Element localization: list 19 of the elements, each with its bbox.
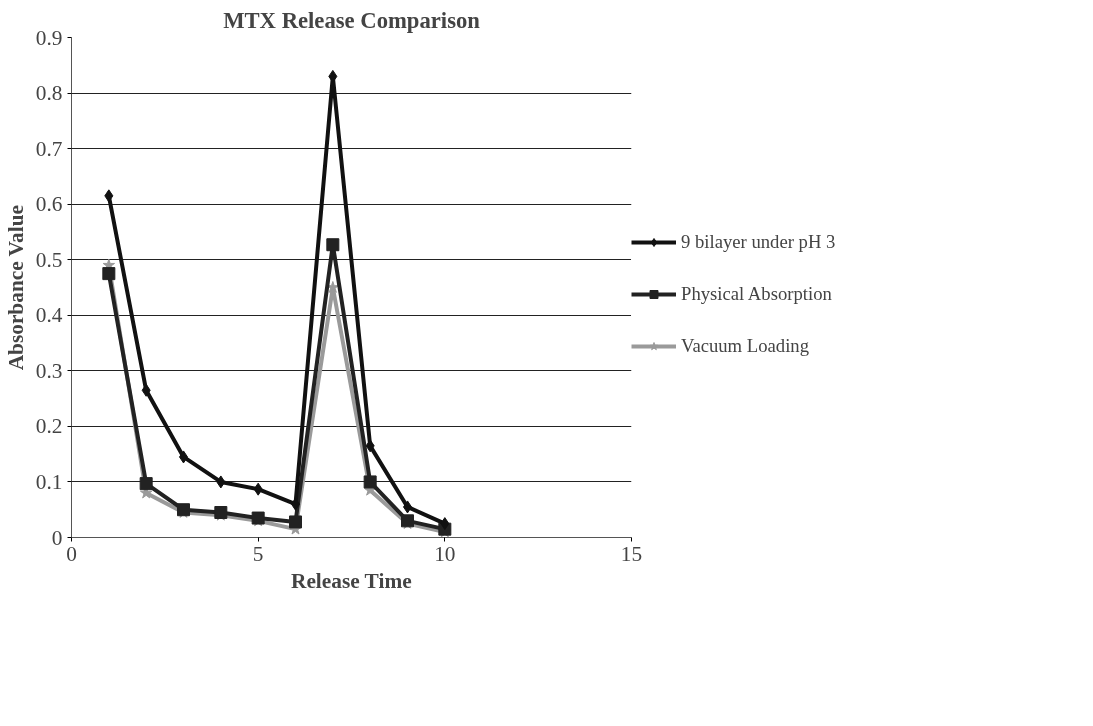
x-tick-label: 10 bbox=[434, 541, 456, 566]
y-tick-label: 0.9 bbox=[35, 25, 63, 50]
y-tick-label: 0.7 bbox=[35, 136, 63, 161]
y-tick-label: 0.2 bbox=[35, 414, 63, 439]
legend-label: Vacuum Loading bbox=[681, 335, 809, 357]
x-tick-label: 5 bbox=[252, 541, 264, 566]
legend-label: Physical Absorption bbox=[681, 283, 832, 305]
y-tick-label: 0.3 bbox=[35, 358, 63, 383]
y-axis-title: Absorbance Value bbox=[3, 205, 28, 371]
chart-title: MTX Release Comparison bbox=[223, 7, 481, 33]
y-tick-label: 0 bbox=[51, 525, 63, 550]
y-tick-label: 0.4 bbox=[35, 303, 63, 328]
x-axis-title: Release Time bbox=[290, 568, 412, 593]
y-tick-label: 0.6 bbox=[35, 192, 63, 217]
x-tick-label: 15 bbox=[620, 541, 643, 566]
y-tick-label: 0.5 bbox=[35, 247, 63, 272]
y-tick-label: 0.1 bbox=[35, 469, 63, 494]
y-tick-label: 0.8 bbox=[35, 81, 63, 106]
legend-label: 9 bilayer under pH 3 bbox=[681, 231, 836, 253]
